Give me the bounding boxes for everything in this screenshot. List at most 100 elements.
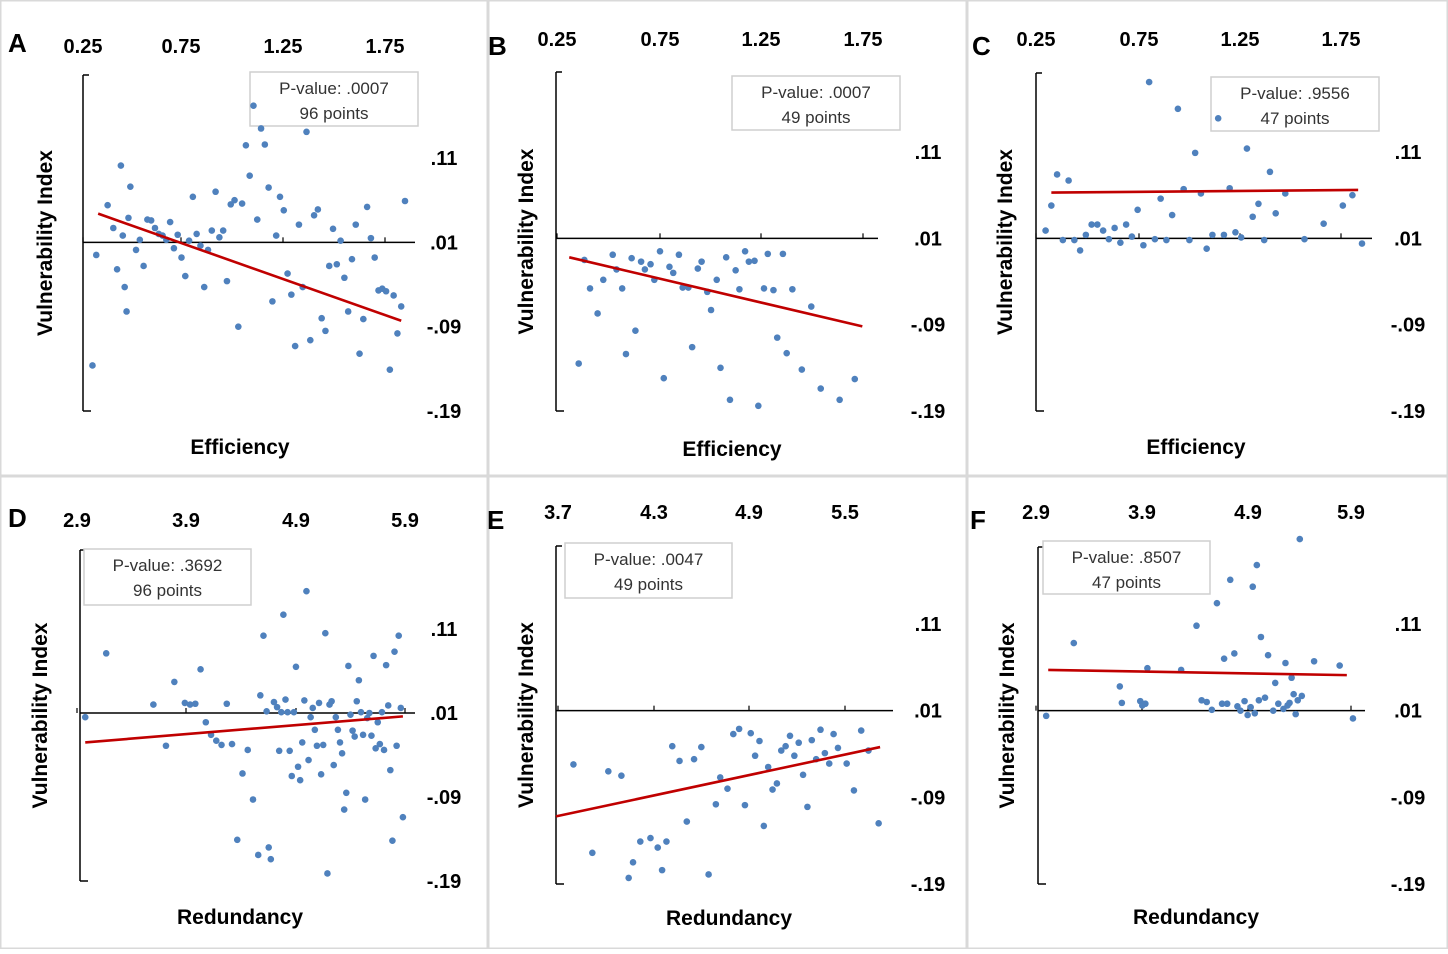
y-tick-label: .11: [915, 142, 942, 164]
data-point: [658, 866, 666, 874]
data-point: [357, 708, 365, 716]
data-point: [834, 744, 842, 752]
data-point: [760, 822, 768, 830]
data-point: [773, 334, 781, 341]
data-point: [181, 699, 189, 707]
x-tick-label: 4.9: [735, 502, 763, 524]
data-point: [275, 747, 283, 755]
y-tick-label: .11: [431, 148, 458, 170]
data-point: [305, 756, 312, 764]
data-point: [694, 265, 702, 272]
data-point: [1349, 715, 1357, 722]
x-tick-label: 0.75: [1120, 29, 1159, 51]
data-point: [151, 224, 159, 232]
data-point: [318, 314, 325, 322]
data-point: [208, 227, 216, 234]
data-point: [1209, 231, 1216, 239]
data-point: [783, 349, 790, 357]
data-point: [570, 761, 577, 768]
data-point: [371, 254, 378, 261]
data-point: [663, 838, 670, 845]
data-point: [288, 772, 296, 780]
data-point: [1358, 240, 1366, 247]
data-point: [395, 632, 403, 640]
x-tick-label: 1.75: [366, 36, 405, 58]
data-point: [296, 776, 304, 784]
data-point: [132, 246, 140, 254]
data-point: [349, 727, 356, 734]
data-point: [782, 742, 789, 750]
data-point: [1261, 694, 1269, 701]
x-axis-label: Redundancy: [1133, 906, 1259, 929]
data-point: [698, 743, 705, 751]
data-point: [329, 225, 337, 233]
data-point: [117, 162, 125, 169]
panel-letter: D: [8, 503, 27, 533]
data-point: [683, 818, 691, 825]
data-point: [1264, 651, 1272, 659]
data-point: [394, 330, 401, 337]
data-point: [1174, 105, 1182, 113]
data-point: [660, 374, 668, 382]
x-tick-label: 4.3: [640, 502, 668, 524]
panel-B: B 0.25 0.75 1.25 1.75 .11 .01 -.09 -.19 Vulnerabi…: [487, 0, 968, 477]
data-point: [263, 708, 270, 715]
data-point: [336, 739, 344, 746]
data-point: [628, 254, 635, 262]
data-point: [747, 729, 755, 737]
data-point: [216, 233, 223, 241]
x-tick-label: 1.25: [264, 36, 303, 58]
data-point: [688, 343, 696, 351]
data-point: [272, 232, 280, 239]
data-point: [340, 806, 348, 813]
data-point: [594, 310, 601, 317]
data-point: [713, 276, 721, 284]
data-point: [123, 308, 130, 315]
y-tick-label: -.09: [427, 317, 461, 339]
annotation-box: [564, 542, 733, 599]
data-point: [197, 242, 204, 250]
x-tick-label: 0.75: [162, 36, 201, 58]
data-point: [307, 713, 314, 721]
data-point: [1128, 233, 1136, 240]
data-point: [705, 871, 712, 878]
data-point: [249, 796, 257, 803]
trend-line: [85, 715, 404, 744]
data-point: [150, 701, 157, 708]
data-point: [722, 254, 730, 261]
data-point: [1116, 683, 1124, 690]
data-point: [223, 700, 231, 708]
data-point: [306, 336, 314, 344]
data-point: [1144, 664, 1151, 672]
annotation-text: 96 points: [133, 581, 202, 600]
data-point: [1151, 235, 1159, 243]
data-point: [250, 102, 257, 110]
data-point: [309, 704, 317, 712]
x-axis-label: Efficiency: [1146, 436, 1246, 459]
annotation-text: P-value: .0047: [594, 550, 704, 569]
data-point: [317, 771, 325, 778]
annotation-box: [83, 548, 252, 606]
data-point: [641, 266, 649, 273]
data-point: [352, 221, 360, 228]
data-point: [384, 702, 392, 709]
data-point: [238, 200, 246, 207]
data-point: [1191, 149, 1199, 157]
data-point: [136, 236, 144, 244]
y-axis-label: Vulnerability Index: [34, 150, 57, 336]
annotation-box: [1042, 540, 1211, 595]
data-point: [270, 698, 278, 706]
x-tick-label: 5.5: [831, 502, 859, 524]
x-tick-label: 2.9: [1022, 502, 1050, 524]
data-point: [1122, 221, 1130, 228]
annotation-text: P-value: .9556: [1240, 84, 1350, 103]
data-point: [622, 350, 630, 358]
data-point: [618, 285, 626, 292]
annotation-text: P-value: .8507: [1072, 548, 1182, 567]
data-point: [313, 742, 321, 750]
data-point: [393, 742, 400, 750]
data-point: [200, 283, 208, 291]
data-point: [755, 402, 762, 410]
data-point: [795, 739, 803, 747]
x-tick-label: 3.9: [172, 510, 200, 532]
